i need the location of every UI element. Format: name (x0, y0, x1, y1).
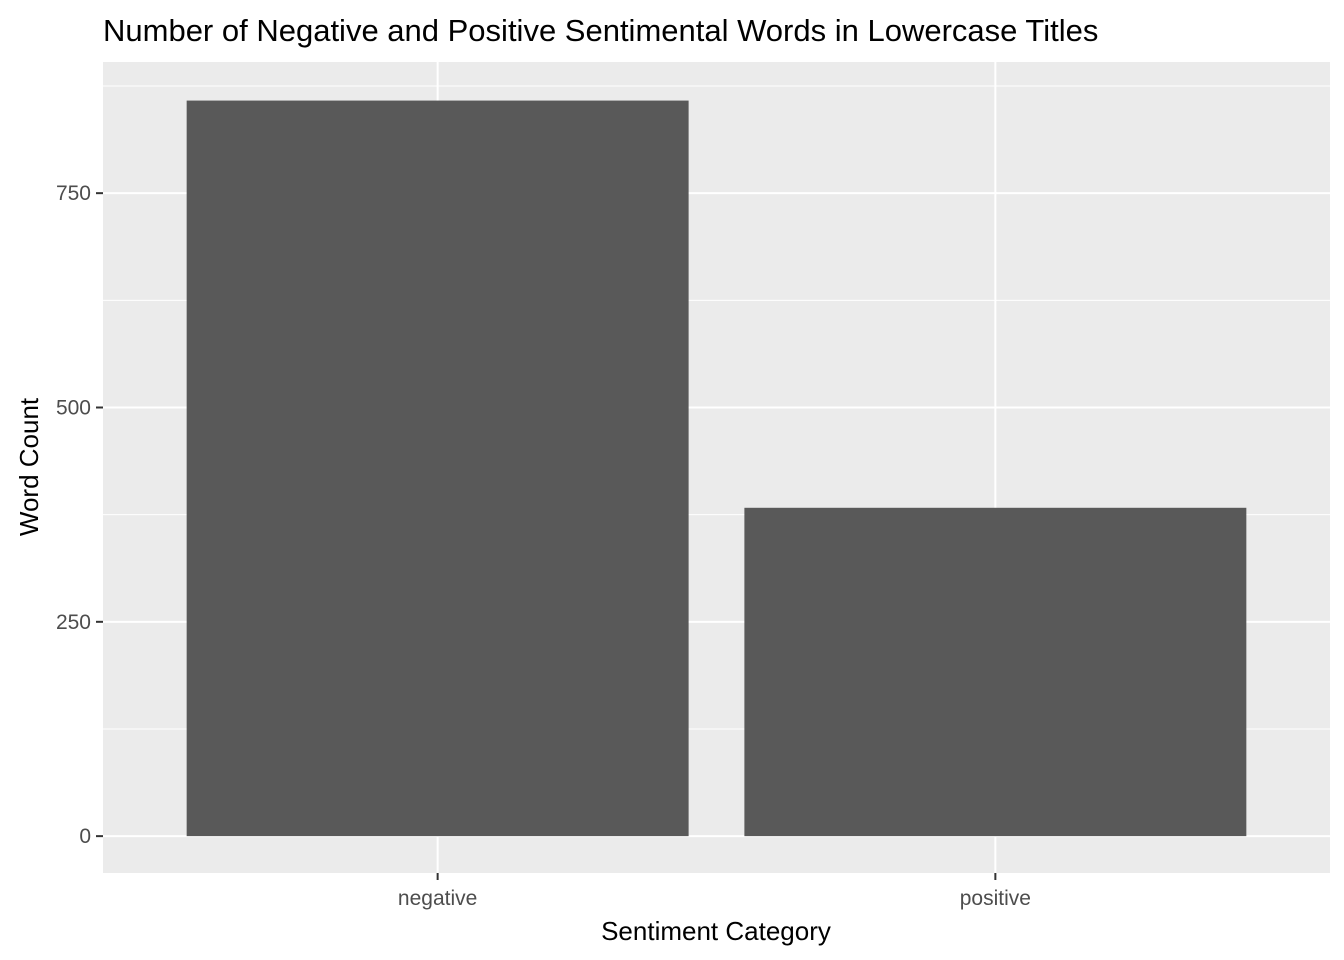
y-tick-label: 0 (79, 825, 91, 848)
y-axis: 0 250 500 750 (56, 182, 103, 848)
bars (186, 100, 1247, 837)
y-tick-label: 750 (56, 182, 91, 205)
bar-positive (744, 507, 1247, 837)
x-axis: negative positive (398, 873, 1031, 910)
x-axis-title: Sentiment Category (601, 916, 831, 946)
y-axis-title: Word Count (14, 397, 44, 536)
y-tick-label: 500 (56, 396, 91, 419)
y-tick-label: 250 (56, 611, 91, 634)
x-tick-label: positive (960, 887, 1031, 910)
chart-title: Number of Negative and Positive Sentimen… (103, 13, 1098, 48)
bar-negative (186, 100, 689, 837)
x-tick-label: negative (398, 887, 477, 910)
